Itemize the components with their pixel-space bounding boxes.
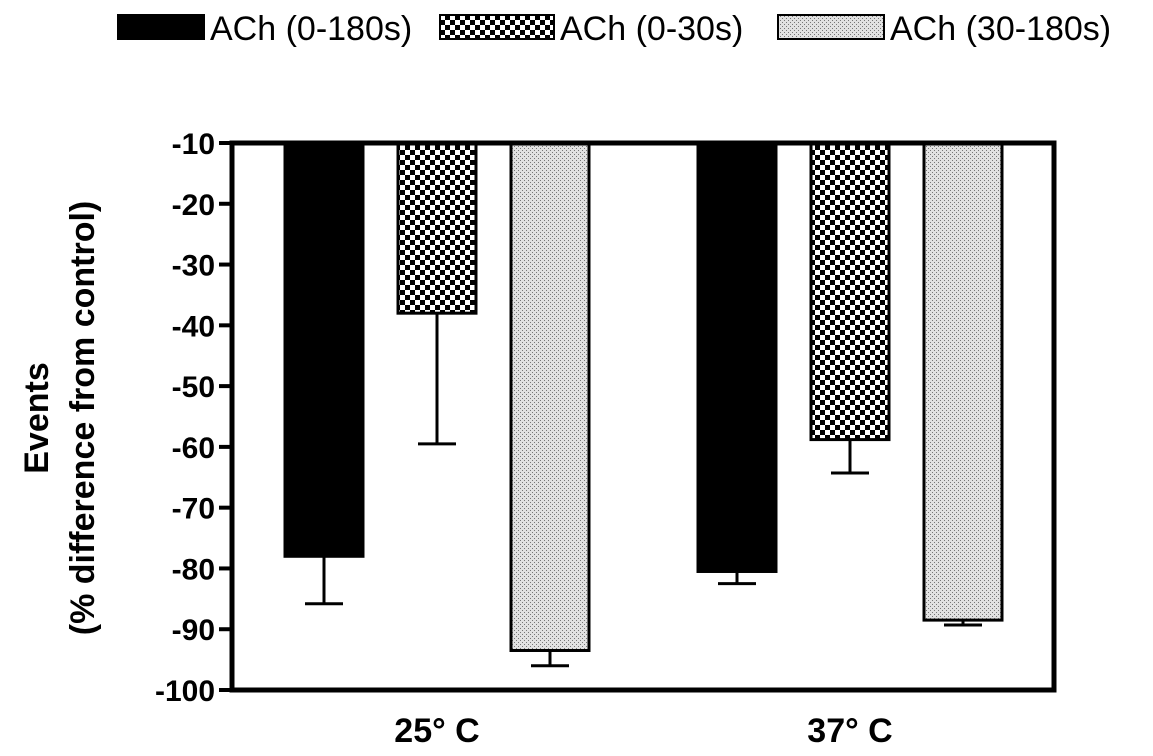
bar-1-1: [809, 141, 891, 442]
legend-item-2: ACh (30-180s): [777, 10, 1111, 48]
legend-label: ACh (0-180s): [210, 10, 412, 48]
y-tick-label: -100: [155, 675, 215, 708]
bar-0-0: [283, 141, 365, 558]
y-tick-label: -80: [172, 553, 215, 586]
legend-swatch-checker: [439, 14, 555, 40]
y-tick-label: -30: [172, 250, 215, 283]
legend-label: ACh (30-180s): [890, 10, 1111, 48]
y-tick-label: -50: [172, 371, 215, 404]
y-tick-label: -10: [172, 128, 215, 161]
y-axis-title: Events (% difference from control): [18, 201, 102, 635]
bar-2-1: [922, 141, 1004, 622]
legend-swatch-dots: [777, 14, 885, 40]
y-tick-label: -90: [172, 614, 215, 647]
y-tick-label: -60: [172, 432, 215, 465]
legend-label: ACh (0-30s): [560, 10, 743, 48]
bar-0-1: [696, 141, 778, 573]
x-tick-label: 25° C: [394, 712, 479, 750]
y-tick-label: -70: [172, 493, 215, 526]
plot-area: 25° C 37° C -10 -20 -30 -40 -50 -60 -70 -80 -90 -10…: [155, 128, 1057, 750]
y-tick-label: -40: [172, 310, 215, 343]
plot-frame: [229, 140, 1057, 693]
bar-1-0: [396, 141, 478, 315]
y-tick-label: -20: [172, 189, 215, 222]
y-axis-title-line2: (% difference from control): [64, 201, 102, 635]
legend-swatch-solid: [117, 14, 205, 40]
bar-2-0: [509, 141, 591, 652]
y-axis-title-line1: Events: [18, 362, 56, 474]
x-tick-label: 37° C: [807, 712, 892, 750]
legend-item-0: ACh (0-180s): [117, 10, 412, 48]
legend: ACh (0-180s) ACh (0-30s) ACh (30-180s): [117, 10, 1111, 48]
legend-item-1: ACh (0-30s): [439, 10, 743, 48]
